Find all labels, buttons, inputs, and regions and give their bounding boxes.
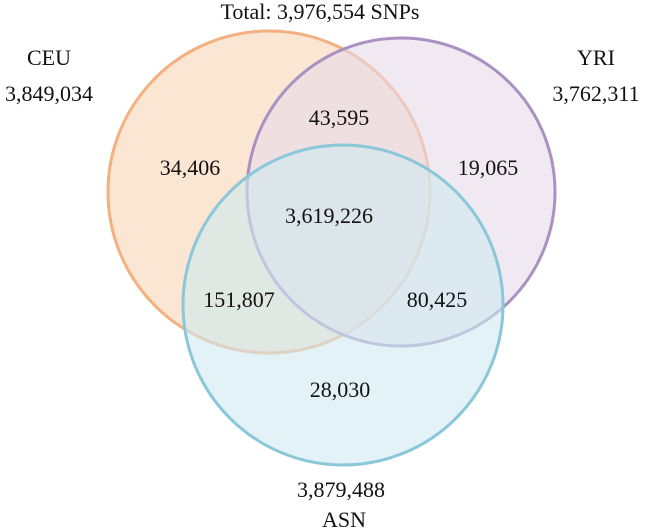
set-total-ceu: 3,849,034 — [5, 81, 93, 106]
region-yri-asn: 80,425 — [407, 287, 468, 312]
region-all: 3,619,226 — [285, 203, 373, 228]
set-total-yri: 3,762,311 — [552, 81, 639, 106]
region-ceu-yri: 43,595 — [309, 105, 370, 130]
set-label-yri: YRI — [577, 45, 615, 70]
circle-asn — [181, 143, 505, 467]
region-ceu-only: 34,406 — [160, 155, 221, 180]
region-ceu-asn: 151,807 — [203, 287, 275, 312]
set-label-ceu: CEU — [27, 45, 71, 70]
set-total-asn: 3,879,488 — [297, 477, 385, 502]
set-label-asn: ASN — [322, 507, 366, 530]
region-asn-only: 28,030 — [310, 377, 371, 402]
diagram-title: Total: 3,976,554 SNPs — [221, 0, 420, 24]
region-yri-only: 19,065 — [458, 155, 519, 180]
